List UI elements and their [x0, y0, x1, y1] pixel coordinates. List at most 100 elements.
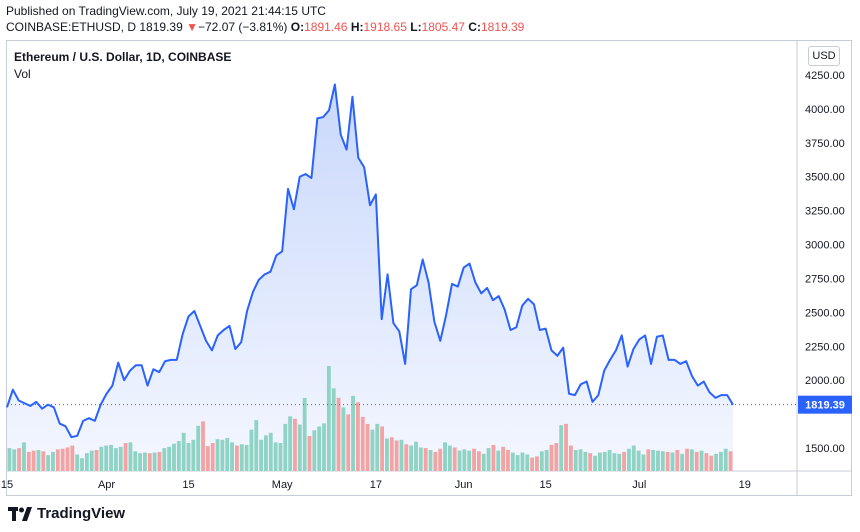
volume-bar [636, 450, 641, 471]
volume-bar [351, 395, 355, 471]
volume-bar [7, 448, 12, 471]
volume-bar [94, 450, 99, 471]
volume-bar [607, 450, 612, 471]
volume-bar [133, 451, 138, 471]
x-tick-label: Jul [632, 479, 646, 491]
y-tick-label: 3250.00 [805, 206, 845, 218]
volume-bar [680, 453, 685, 471]
volume-bar [428, 450, 433, 471]
volume-bar [452, 447, 457, 471]
x-tick-label: Apr [98, 479, 115, 491]
chart-legend-title: Ethereum / U.S. Dollar, 1D, COINBASE [14, 50, 232, 64]
volume-bar [22, 442, 26, 471]
volume-bar [539, 451, 544, 471]
volume-bar [597, 452, 602, 471]
volume-bar [346, 414, 351, 471]
volume-bar [75, 454, 80, 471]
volume-bar [656, 450, 660, 471]
volume-bar [510, 452, 515, 471]
volume-bar [70, 445, 75, 471]
volume-bar [273, 442, 278, 471]
volume-bar [375, 423, 380, 471]
volume-bar [675, 450, 680, 471]
x-tick-label: 15 [1, 479, 13, 491]
volume-bar [593, 455, 597, 471]
volume-bar [631, 445, 636, 471]
volume-bar [128, 442, 133, 471]
volume-bar [278, 443, 283, 471]
change-arrow-icon: ▼ [186, 20, 198, 34]
volume-bar [118, 446, 123, 471]
published-caption: Published on TradingView.com, July 19, 2… [6, 4, 326, 18]
volume-bar [728, 451, 733, 471]
volume-bar [341, 407, 346, 471]
volume-bar [360, 416, 365, 471]
volume-bar [665, 451, 670, 471]
volume-bar [447, 445, 452, 471]
volume-bar [268, 432, 273, 471]
volume-bar [515, 455, 520, 471]
volume-bar [172, 443, 176, 471]
volume-bar [525, 454, 530, 471]
volume-bar [481, 453, 486, 471]
x-tick-label: 15 [540, 479, 552, 491]
volume-bar [462, 449, 467, 471]
volume-bar [409, 445, 414, 471]
volume-bar [17, 448, 22, 471]
volume-bar [627, 448, 631, 471]
volume-bar [651, 450, 656, 471]
volume-bar [718, 451, 723, 471]
volume-legend-label: Vol [14, 67, 31, 81]
volume-bar [646, 449, 651, 471]
volume-bar [689, 449, 694, 471]
volume-bar [138, 453, 143, 471]
volume-bar [612, 453, 617, 471]
y-tick-label: 4000.00 [805, 104, 845, 116]
volume-bar [389, 437, 394, 471]
volume-bar [326, 366, 331, 471]
volume-bar [254, 420, 259, 471]
currency-button[interactable]: USD [808, 46, 840, 66]
volume-bar [288, 416, 293, 471]
volume-bar [312, 430, 317, 471]
volume-bar [380, 426, 385, 471]
volume-bar [297, 424, 302, 471]
volume-bar [336, 397, 341, 471]
volume-bar [714, 453, 718, 471]
volume-bar [31, 450, 36, 471]
ohlc-bar: COINBASE:ETHUSD, D 1819.39 ▼−72.07 (−3.8… [6, 20, 524, 34]
volume-bar [104, 445, 109, 471]
volume-bar [709, 455, 714, 471]
price-line [6, 83, 734, 439]
open-label: O: [290, 20, 305, 34]
volume-bar [365, 423, 370, 471]
volume-bar [26, 451, 31, 471]
volume-bar [414, 441, 418, 471]
volume-bar [89, 450, 94, 471]
volume-bar [723, 448, 728, 471]
current-price-label-bg [798, 395, 852, 414]
volume-bar [443, 442, 447, 471]
x-tick-label: Jun [455, 479, 473, 491]
y-tick-label: 1500.00 [805, 443, 845, 455]
volume-bar [176, 441, 181, 471]
volume-bar [433, 451, 438, 471]
symbol-label: COINBASE:ETHUSD, D [6, 20, 137, 34]
volume-bar [404, 444, 409, 471]
volume-bar [602, 451, 607, 471]
volume-bar [51, 451, 55, 471]
volume-bar [472, 448, 476, 471]
y-tick-label: 3750.00 [805, 138, 845, 150]
volume-bar [80, 458, 84, 471]
volume-bar [506, 450, 510, 471]
chart-frame [6, 40, 852, 496]
volume-bar [215, 439, 220, 471]
volume-bar [578, 449, 583, 471]
volume-bar [259, 439, 264, 471]
volume-bar [670, 452, 675, 471]
volume-bar [293, 418, 297, 471]
volume-bar [617, 453, 622, 471]
footer-branding: TradingView [8, 505, 125, 522]
volume-bar [196, 425, 201, 471]
